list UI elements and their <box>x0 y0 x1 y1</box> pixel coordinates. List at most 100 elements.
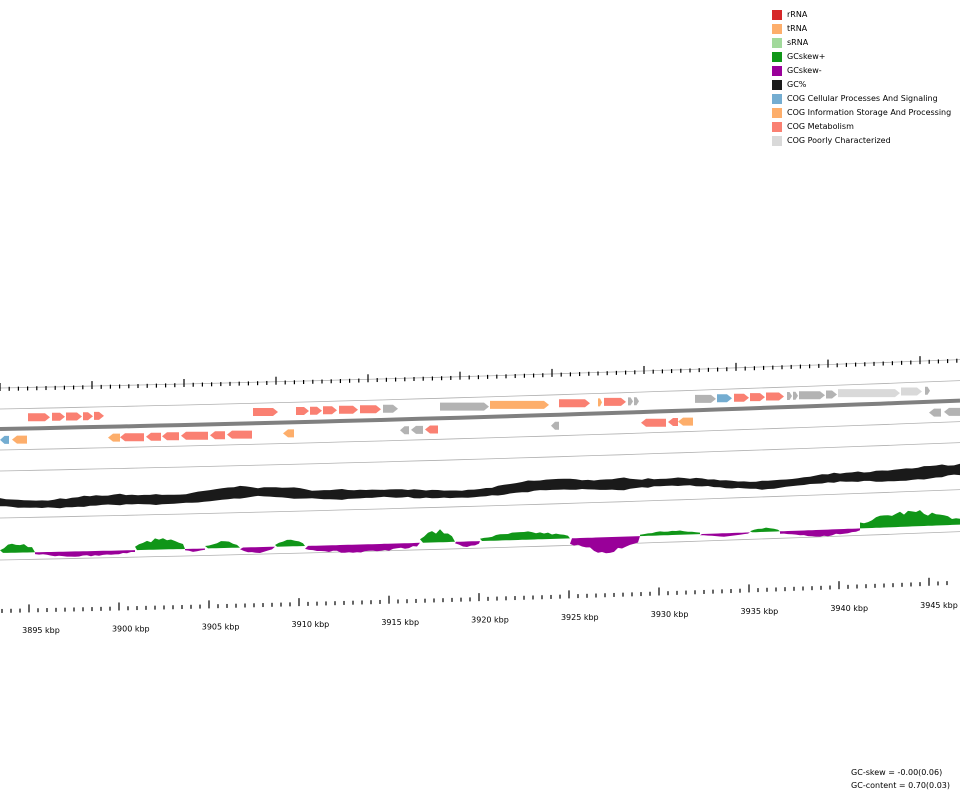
gene-arrow <box>383 404 398 413</box>
legend-swatch <box>772 122 782 132</box>
gc-skew-stat: GC-skew = -0.00(0.06) <box>851 768 943 777</box>
backbone-line <box>0 398 960 431</box>
legend-swatch <box>772 24 782 34</box>
inner-scale-ticks <box>1 577 948 613</box>
gc-content-stat: GC-content = 0.70(0.03) <box>851 781 950 790</box>
genome-backbone <box>0 398 960 431</box>
gene-arrow <box>678 417 693 426</box>
gc-skew-positive-area <box>420 529 455 543</box>
gc-skew-positive-area <box>275 539 305 547</box>
gc-skew-negative-area <box>700 532 750 537</box>
tick-label: 3945 kbp <box>920 601 958 610</box>
legend-swatch <box>772 80 782 90</box>
legend: rRNA tRNA sRNA GCskew+ GCskew- GC% COG C… <box>772 8 951 148</box>
gene-arrow <box>253 408 278 416</box>
gene-arrow <box>227 430 252 439</box>
gene-arrow <box>0 435 9 444</box>
gene-arrow <box>929 408 941 417</box>
guide-line <box>0 531 960 561</box>
gc-skew-track <box>0 510 960 557</box>
gene-arrow <box>310 406 322 415</box>
gene-arrow <box>838 389 900 398</box>
tick-label: 3920 kbp <box>471 615 509 624</box>
gc-skew-positive-area <box>750 527 780 533</box>
tick-label: 3930 kbp <box>651 610 689 619</box>
gene-arrow <box>925 386 930 395</box>
tick-label: 3910 kbp <box>292 620 330 629</box>
gene-arrow <box>323 406 337 415</box>
legend-label: GCskew- <box>787 66 822 75</box>
gc-skew-positive-area <box>640 530 700 537</box>
gc-skew-negative-area <box>455 541 480 547</box>
gene-arrow <box>296 407 309 415</box>
gc-skew-negative-area <box>185 548 205 552</box>
gene-arrow <box>695 394 716 403</box>
gc-skew-negative-area <box>780 528 860 537</box>
gene-arrow <box>210 431 225 440</box>
gene-arrow <box>598 398 602 407</box>
legend-swatch <box>772 38 782 48</box>
legend-label: GCskew+ <box>787 52 826 61</box>
gene-arrow <box>146 432 161 441</box>
legend-swatch <box>772 136 782 146</box>
legend-item-cog-metabolism: COG Metabolism <box>772 120 951 134</box>
gene-arrow <box>283 429 294 438</box>
gc-skew-positive-area <box>860 510 960 529</box>
gene-arrow <box>634 397 639 406</box>
legend-item-rrna: rRNA <box>772 8 951 22</box>
legend-swatch <box>772 94 782 104</box>
gene-arrow <box>799 391 825 400</box>
gene-arrow <box>94 411 104 420</box>
gene-arrow <box>400 426 409 435</box>
legend-swatch <box>772 108 782 118</box>
legend-label: tRNA <box>787 24 808 33</box>
gene-arrow <box>766 392 784 401</box>
gene-arrow <box>559 399 590 408</box>
gene-arrow <box>551 421 559 430</box>
tick-label: 3895 kbp <box>22 626 60 635</box>
gene-arrow <box>12 435 27 444</box>
tick-label: 3940 kbp <box>830 604 868 613</box>
gc-skew-positive-area <box>0 543 35 553</box>
guide-line <box>0 380 960 410</box>
gene-arrow <box>108 433 120 442</box>
gene-arrow <box>668 418 678 426</box>
legend-item-gc-percent: GC% <box>772 78 951 92</box>
gene-arrow <box>750 393 765 402</box>
tick-label: 3905 kbp <box>202 622 240 631</box>
gene-arrow <box>793 391 798 400</box>
gene-arrow <box>83 412 93 421</box>
tick-label: 3925 kbp <box>561 613 599 622</box>
statistics-box: GC-skew = -0.00(0.06) GC-content = 0.70(… <box>851 766 950 792</box>
tick-label: 3915 kbp <box>381 618 419 627</box>
gene-arrow <box>411 425 423 434</box>
gene-arrow <box>360 405 381 414</box>
gc-skew-negative-area <box>240 546 275 553</box>
gene-arrow <box>628 397 633 406</box>
gc-skew-positive-area <box>135 538 185 551</box>
legend-label: COG Metabolism <box>787 122 854 131</box>
gc-skew-negative-area <box>305 542 420 553</box>
guide-line <box>0 359 960 389</box>
gc-skew-positive-area <box>205 541 240 549</box>
legend-item-srna: sRNA <box>772 36 951 50</box>
gene-arrow <box>787 392 792 400</box>
gene-arrow <box>425 425 438 434</box>
gene-arrow <box>440 402 489 411</box>
gene-arrow <box>944 407 960 416</box>
gc-skew-negative-area <box>570 536 640 554</box>
legend-label: rRNA <box>787 10 808 19</box>
guide-line <box>0 421 960 451</box>
gc-skew-negative-area <box>35 550 135 557</box>
gc-skew-positive-area <box>480 531 570 541</box>
gc-content-track <box>0 463 960 509</box>
legend-swatch <box>772 52 782 62</box>
gene-arrow <box>66 412 82 421</box>
scale-tick-labels: 3895 kbp 3900 kbp 3905 kbp 3910 kbp 3915 kbp… <box>22 601 958 635</box>
gene-arrow <box>717 394 732 403</box>
tick-label: 3900 kbp <box>112 624 150 633</box>
legend-item-cog-cellular: COG Cellular Processes And Signaling <box>772 92 951 106</box>
legend-label: sRNA <box>787 38 809 47</box>
gene-arrow <box>734 393 749 402</box>
